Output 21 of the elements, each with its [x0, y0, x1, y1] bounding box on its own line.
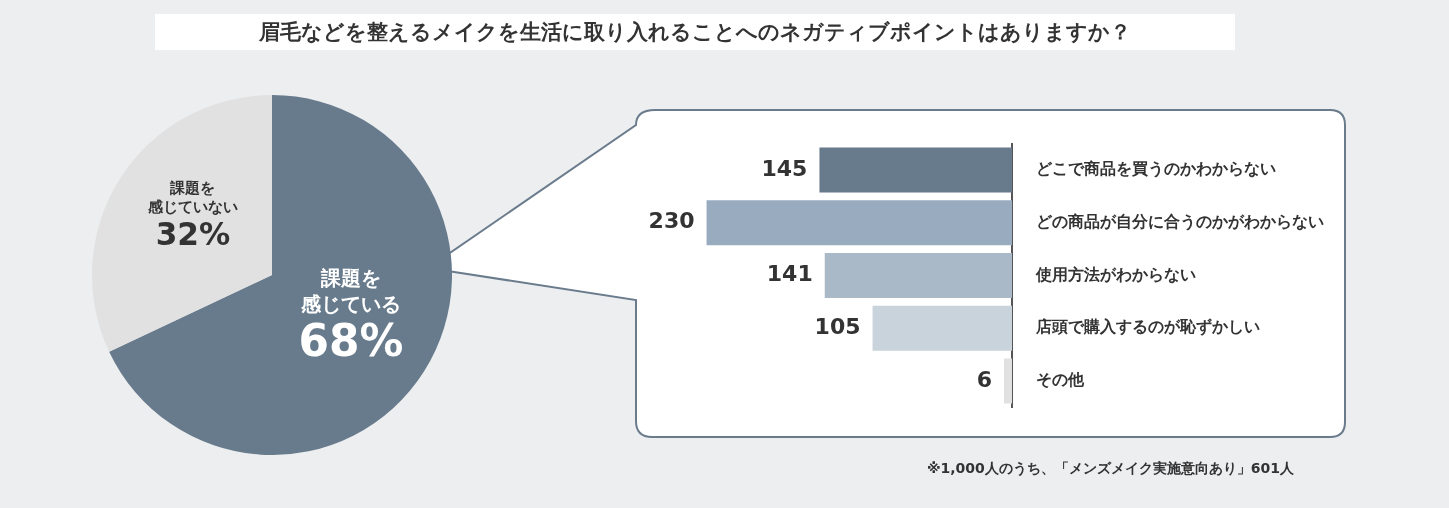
data-label: 32% — [155, 215, 231, 252]
bar — [872, 305, 1012, 351]
data-label: 141 — [766, 261, 813, 287]
bar — [706, 200, 1012, 246]
data-label: 68% — [298, 315, 404, 367]
data-label: 105 — [814, 313, 861, 339]
data-label: 6 — [976, 366, 993, 392]
bar — [1004, 358, 1012, 404]
text: 眉毛などを整えるメイクを生活に取り入れることへのネガティブポイントはありますか？ — [155, 14, 1235, 50]
slice-label: 課題を感じている — [300, 266, 402, 316]
y-tick-label: その他 — [1036, 370, 1085, 390]
data-label: 230 — [648, 208, 695, 234]
y-tick-label: どこで商品を買うのかわからない — [1036, 159, 1276, 179]
text: ※1,000人のうち、「メンズメイク実施意向あり」601人 — [926, 460, 1294, 478]
data-label: 145 — [761, 155, 808, 181]
bar — [824, 253, 1012, 298]
bar — [819, 147, 1012, 193]
y-tick-label: どの商品が自分に合うのかがわからない — [1036, 211, 1324, 231]
y-tick-label: 店頭で購入するのが恥ずかしい — [1035, 317, 1260, 337]
slice-label: 課題を感じていない — [146, 179, 238, 215]
y-tick-label: 使用方法がわからない — [1035, 264, 1196, 284]
